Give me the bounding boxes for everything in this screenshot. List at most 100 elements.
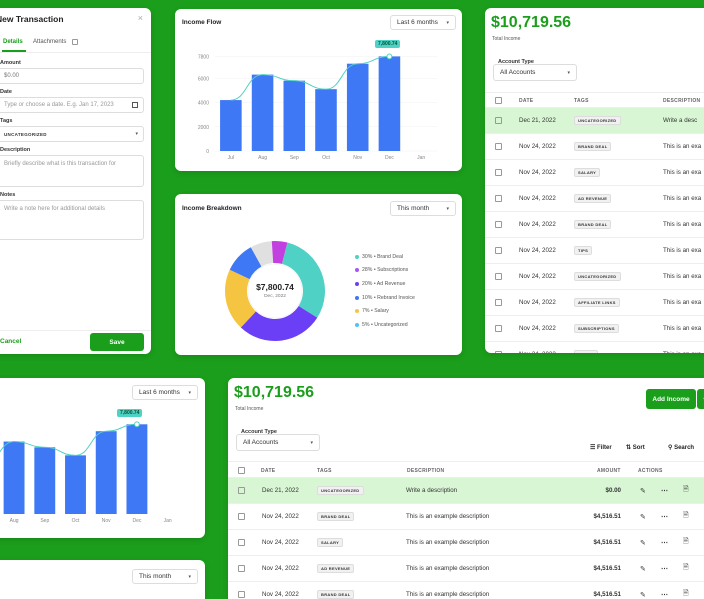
receipt-icon[interactable]: 🗎 <box>683 538 689 545</box>
bar[interactable] <box>220 100 242 151</box>
row-checkbox[interactable] <box>238 565 245 572</box>
row-tag-badge: UNCATEGORIZED <box>574 116 621 125</box>
donut-slice[interactable] <box>281 242 325 318</box>
amount-input[interactable]: $0.00 <box>0 68 144 84</box>
edit-icon[interactable]: ✎ <box>640 513 646 521</box>
receipt-icon[interactable]: 🗎 <box>683 512 689 519</box>
more-icon[interactable]: ⋯ <box>661 565 668 573</box>
save-button[interactable]: Save <box>90 333 144 351</box>
table-row[interactable]: Dec 21, 2022 UNCATEGORIZED Write a desc <box>485 108 704 134</box>
row-checkbox[interactable] <box>495 299 502 306</box>
range-select[interactable]: Last 6 months ▾ <box>132 385 198 400</box>
range-select[interactable]: This month ▾ <box>390 201 456 216</box>
row-checkbox[interactable] <box>495 247 502 254</box>
bar[interactable] <box>346 63 369 152</box>
edit-icon[interactable]: ✎ <box>640 565 646 573</box>
bar[interactable] <box>95 431 117 514</box>
more-icon[interactable]: ⋯ <box>661 513 668 521</box>
calendar-icon[interactable] <box>132 102 138 108</box>
total-income-label: Total Income <box>235 406 264 412</box>
row-checkbox[interactable] <box>238 513 245 520</box>
range-select[interactable]: This month ▾ <box>132 569 198 584</box>
table-row[interactable]: Nov 24, 2022 SALARY This is an example d… <box>228 530 704 556</box>
account-select[interactable]: All Accounts ▾ <box>236 434 320 451</box>
date-input[interactable]: Type or choose a date. E.g. Jan 17, 2023 <box>0 97 144 113</box>
bar[interactable] <box>315 89 337 151</box>
row-checkbox[interactable] <box>495 221 502 228</box>
row-checkbox[interactable] <box>495 143 502 150</box>
row-checkbox[interactable] <box>495 169 502 176</box>
receipt-icon[interactable]: 🗎 <box>683 486 689 493</box>
row-checkbox[interactable] <box>238 591 245 598</box>
table-row[interactable]: Nov 24, 2022 UNCATEGORIZED This is an ex… <box>485 264 704 290</box>
more-icon[interactable]: ⋯ <box>661 539 668 547</box>
bar[interactable] <box>3 441 25 514</box>
row-checkbox[interactable] <box>495 117 502 124</box>
description-textarea[interactable]: Briefly describe what is this transactio… <box>0 155 144 187</box>
row-checkbox[interactable] <box>238 539 245 546</box>
close-icon[interactable]: × <box>137 13 143 23</box>
tab-attachments[interactable]: Attachments <box>33 39 67 45</box>
trend-line <box>230 55 390 101</box>
bar[interactable] <box>34 447 56 514</box>
filter-button[interactable]: ☰ Filter <box>590 445 612 451</box>
table-row[interactable]: Dec 21, 2022 UNCATEGORIZED Write a descr… <box>228 478 704 504</box>
receipt-icon[interactable]: 🗎 <box>683 564 689 571</box>
edit-icon[interactable]: ✎ <box>640 539 646 547</box>
chart-tooltip: 7,800.74 <box>117 409 143 417</box>
table-row[interactable]: Nov 24, 2022 SALARY This is an exa <box>485 160 704 186</box>
legend-dot <box>355 309 359 314</box>
row-checkbox[interactable] <box>495 195 502 202</box>
row-checkbox[interactable] <box>495 351 502 353</box>
more-icon[interactable]: ⋯ <box>661 591 668 599</box>
bar[interactable] <box>283 80 306 151</box>
new-transaction-panel: New Transaction × Details Attachments Am… <box>0 8 151 354</box>
donut-slice[interactable] <box>240 305 318 341</box>
tab-details[interactable]: Details <box>3 39 23 45</box>
table-row[interactable]: Nov 24, 2022 BRAND DEAL This is an exa <box>485 212 704 238</box>
edit-icon[interactable]: ✎ <box>640 487 646 495</box>
cancel-button[interactable]: Cancel <box>0 338 22 345</box>
table-row[interactable]: Nov 24, 2022 BRAND DEAL This is an exa <box>485 134 704 160</box>
donut-slice[interactable] <box>250 241 274 267</box>
donut-slice[interactable] <box>225 269 256 328</box>
add-income-dropdown[interactable]: ▾ <box>697 389 704 409</box>
table-row[interactable]: Nov 24, 2022 COOKS This is an exa <box>485 342 704 353</box>
table-row[interactable]: Nov 24, 2022 SUBSCRIPTIONS This is an ex… <box>485 316 704 342</box>
bar[interactable] <box>65 455 86 514</box>
donut-slice[interactable] <box>271 241 288 264</box>
more-icon[interactable]: ⋯ <box>661 487 668 495</box>
donut-slice[interactable] <box>229 247 262 280</box>
table-row[interactable]: Nov 24, 2022 BRAND DEAL This is an examp… <box>228 582 704 599</box>
bar[interactable] <box>251 74 274 151</box>
table-row[interactable]: Nov 24, 2022 TIPS This is an exa <box>485 238 704 264</box>
table-row[interactable]: Nov 24, 2022 AFFILIATE LINKS This is an … <box>485 290 704 316</box>
line-point[interactable] <box>134 421 140 428</box>
tags-select[interactable]: UNCATEGORIZED ▾ <box>0 126 144 142</box>
table-row[interactable]: Nov 24, 2022 BRAND DEAL This is an examp… <box>228 504 704 530</box>
y-tick-label: 2000 <box>198 125 209 131</box>
notes-label: Notes <box>0 192 16 198</box>
select-all-checkbox[interactable] <box>495 97 502 104</box>
sort-button[interactable]: ⇅ Sort <box>626 445 645 451</box>
add-income-button[interactable]: Add Income <box>646 389 696 409</box>
line-point[interactable] <box>386 53 393 60</box>
edit-icon[interactable]: ✎ <box>640 591 646 599</box>
search-button[interactable]: ⚲ Search <box>668 445 695 451</box>
row-checkbox[interactable] <box>495 273 502 280</box>
total-income-value: $10,719.56 <box>491 14 572 31</box>
notes-textarea[interactable]: Write a note here for additional details <box>0 200 144 240</box>
bar[interactable] <box>126 424 148 514</box>
account-select[interactable]: All Accounts ▾ <box>493 64 577 81</box>
range-select[interactable]: Last 6 months ▾ <box>390 15 456 30</box>
x-tick-label: Sep <box>40 518 49 524</box>
legend-label: 10% • Rebrand Invoice <box>362 294 415 301</box>
row-checkbox[interactable] <box>238 487 245 494</box>
table-row[interactable]: Nov 24, 2022 AD REVENUE This is an examp… <box>228 556 704 582</box>
table-row[interactable]: Nov 24, 2022 AD REVENUE This is an exa <box>485 186 704 212</box>
receipt-icon[interactable]: 🗎 <box>683 590 689 597</box>
col-amount: AMOUNT <box>597 468 621 474</box>
select-all-checkbox[interactable] <box>238 467 245 474</box>
row-checkbox[interactable] <box>495 325 502 332</box>
bar[interactable] <box>378 56 401 151</box>
